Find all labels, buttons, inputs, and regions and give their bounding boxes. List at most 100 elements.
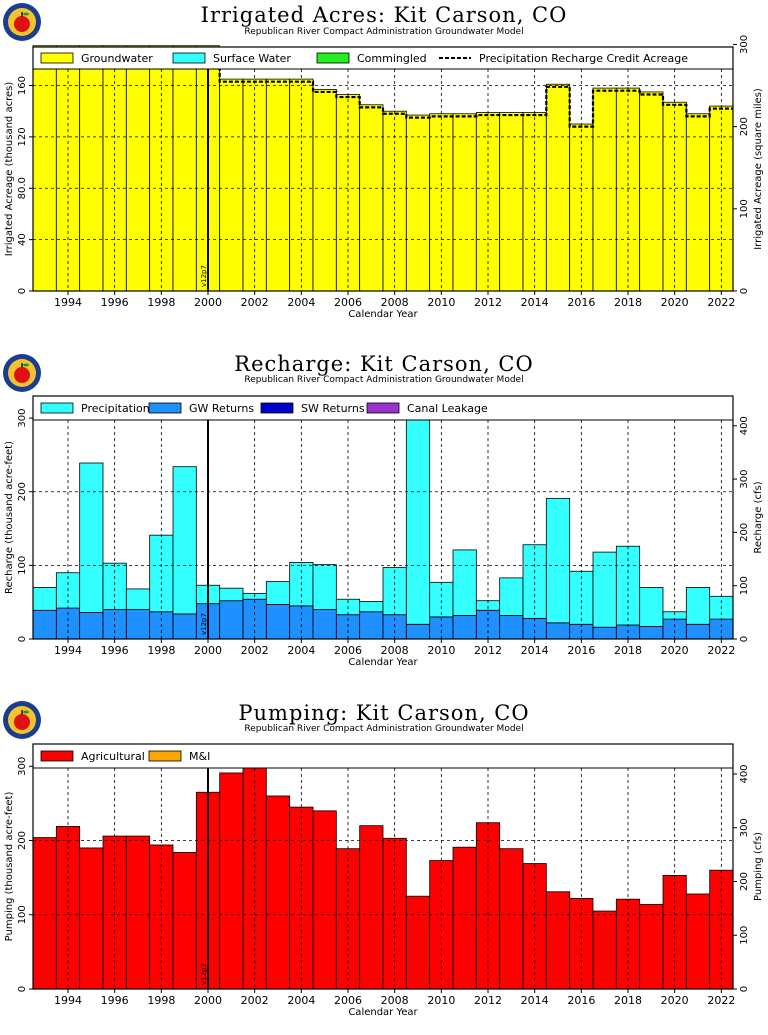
data-bar <box>405 895 431 990</box>
data-bar <box>312 564 337 610</box>
x-tick-label: 2014 <box>521 644 549 657</box>
y-right-tick-label: 0 <box>739 986 750 992</box>
y-right-axis-label: Pumping (cfs) <box>753 832 764 901</box>
data-bar <box>405 114 431 292</box>
y-right-tick-label: 400 <box>739 764 750 783</box>
data-bar <box>545 622 571 640</box>
data-bar <box>639 903 664 990</box>
data-bar <box>265 581 291 605</box>
data-bar <box>312 88 337 292</box>
data-bar <box>125 609 151 640</box>
y-tick-label: 300 <box>17 409 28 428</box>
data-bar <box>522 617 547 640</box>
x-tick-label: 2020 <box>661 296 689 309</box>
data-bar <box>452 615 477 640</box>
recharge-panel: Recharge: Kit Carson, CO Republican Rive… <box>0 345 768 690</box>
x-tick-label: 2010 <box>427 296 455 309</box>
data-bar <box>359 825 384 990</box>
x-tick-label: 2018 <box>614 296 642 309</box>
data-bar <box>32 609 57 640</box>
data-bar <box>172 851 197 990</box>
legend-label: Precipitation <box>81 402 150 415</box>
y-tick-label: 200 <box>17 831 28 850</box>
x-tick-label: 2002 <box>241 994 269 1007</box>
y-right-tick-label: 100 <box>739 926 750 945</box>
legend-label: M&I <box>189 750 210 763</box>
x-tick-label: 1998 <box>147 644 175 657</box>
data-bar <box>545 83 571 292</box>
x-tick-label: 2006 <box>334 994 362 1007</box>
y-tick-label: 0 <box>17 288 28 294</box>
data-bar <box>592 910 617 990</box>
x-tick-label: 2020 <box>661 994 689 1007</box>
data-bar <box>545 497 571 624</box>
y-tick-label: 40 <box>17 233 28 246</box>
legend-swatch <box>260 402 294 414</box>
y-right-tick-label: 200 <box>739 523 750 542</box>
data-bar <box>545 891 571 990</box>
x-tick-label: 2008 <box>381 994 409 1007</box>
data-bar <box>685 623 711 640</box>
data-bar <box>452 113 477 292</box>
y-tick-label: 160 <box>17 76 28 95</box>
x-tick-label: 2006 <box>334 644 362 657</box>
y-tick-label: 300 <box>17 757 28 776</box>
data-bar <box>265 603 291 640</box>
x-tick-label: 2002 <box>241 644 269 657</box>
data-bar <box>639 91 664 292</box>
legend-label: Canal Leakage <box>407 402 488 415</box>
data-bar <box>172 613 197 640</box>
data-bar <box>219 600 244 640</box>
x-tick-label: 2020 <box>661 644 689 657</box>
x-tick-label: 1998 <box>147 296 175 309</box>
plot-frame <box>32 743 734 990</box>
x-tick-label: 2000 <box>194 296 222 309</box>
x-tick-label: 1998 <box>147 994 175 1007</box>
y-tick-label: 0 <box>17 636 28 642</box>
data-bar <box>685 113 711 292</box>
legend-label: Commingled <box>357 52 427 65</box>
y-tick-label: 120 <box>17 127 28 146</box>
y-axis-label: Pumping (thousand acre-feet) <box>4 792 15 942</box>
recharge-chart: v12p7 Precipitation GW Returns SW Returns Ca… <box>4 395 764 668</box>
data-bar <box>219 587 244 602</box>
x-tick-label: 1996 <box>101 994 129 1007</box>
x-tick-label: 2012 <box>474 296 502 309</box>
legend-swatch <box>148 402 182 414</box>
y-right-tick-label: 400 <box>739 416 750 435</box>
data-bar <box>499 615 524 640</box>
x-tick-label: 2006 <box>334 296 362 309</box>
x-tick-label: 2014 <box>521 296 549 309</box>
data-bar <box>79 847 104 990</box>
data-bar <box>452 846 477 990</box>
legend-label: Groundwater <box>81 52 153 65</box>
plot-frame <box>32 395 734 640</box>
y-right-axis-label: Recharge (cfs) <box>753 481 764 553</box>
y-right-tick-label: 0 <box>739 636 750 642</box>
legend-swatch <box>40 402 74 414</box>
x-tick-label: 2008 <box>381 296 409 309</box>
data-bar <box>499 112 524 292</box>
data-bar <box>79 462 104 613</box>
x-tick-label: 2002 <box>241 296 269 309</box>
model-version-label: v12p7 <box>200 963 208 985</box>
x-tick-label: 2008 <box>381 644 409 657</box>
chart-title: Irrigated Acres: Kit Carson, CO <box>200 3 568 27</box>
legend-label: Agricultural <box>81 750 145 763</box>
x-tick-label: 2018 <box>614 644 642 657</box>
y-right-tick-label: 300 <box>739 818 750 837</box>
chart-subtitle: Republican River Compact Administration … <box>244 724 524 734</box>
chart-title: Recharge: Kit Carson, CO <box>234 352 534 376</box>
data-bar <box>289 605 314 640</box>
data-bar <box>265 78 291 292</box>
data-bar <box>639 587 664 627</box>
data-bar <box>685 893 711 990</box>
x-tick-label: 2010 <box>427 994 455 1007</box>
y-axis-label: Irrigated Acreage (thousand acres) <box>4 82 15 257</box>
legend-swatch <box>316 52 350 64</box>
apple-logo-icon <box>3 701 41 739</box>
y-right-tick-label: 0 <box>739 288 750 294</box>
plot-frame <box>32 46 734 292</box>
data-bar <box>79 612 104 640</box>
data-bar <box>219 772 244 990</box>
